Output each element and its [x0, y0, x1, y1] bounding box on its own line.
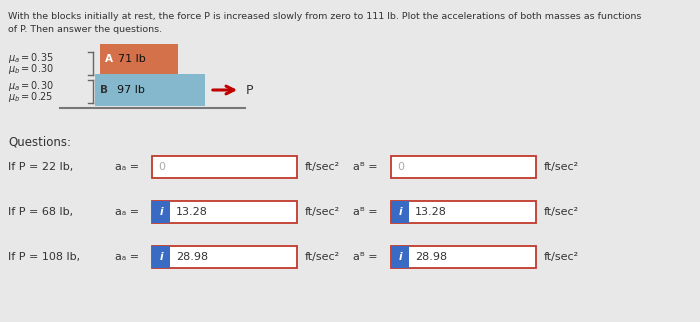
Text: of P. Then answer the questions.: of P. Then answer the questions.	[8, 25, 162, 34]
Text: P: P	[246, 83, 253, 97]
Bar	[391, 201, 409, 223]
Text: 13.28: 13.28	[415, 207, 447, 217]
Bar	[152, 246, 297, 268]
Text: aₐ =: aₐ =	[115, 207, 139, 217]
Text: If P = 108 lb,: If P = 108 lb,	[8, 252, 80, 262]
Text: If P = 22 lb,: If P = 22 lb,	[8, 162, 74, 172]
Bar	[391, 246, 409, 268]
Bar	[100, 44, 178, 74]
Text: ft/sec²: ft/sec²	[305, 162, 340, 172]
Bar	[391, 156, 536, 178]
Text: 0: 0	[158, 162, 165, 172]
Bar	[152, 201, 297, 223]
Text: With the blocks initially at rest, the force P is increased slowly from zero to : With the blocks initially at rest, the f…	[8, 12, 641, 21]
Text: 28.98: 28.98	[176, 252, 208, 262]
Bar	[152, 246, 170, 268]
Text: ft/sec²: ft/sec²	[305, 252, 340, 262]
Text: 13.28: 13.28	[176, 207, 208, 217]
Text: aₐ =: aₐ =	[115, 162, 139, 172]
Text: ft/sec²: ft/sec²	[305, 207, 340, 217]
Text: ft/sec²: ft/sec²	[544, 207, 579, 217]
Bar	[391, 201, 536, 223]
Text: ft/sec²: ft/sec²	[544, 162, 579, 172]
Text: If P = 68 lb,: If P = 68 lb,	[8, 207, 73, 217]
Text: $\mu_b = 0.25$: $\mu_b = 0.25$	[8, 90, 53, 104]
Text: 71 lb: 71 lb	[118, 54, 146, 64]
Text: aᴮ =: aᴮ =	[353, 162, 377, 172]
Text: 97 lb: 97 lb	[117, 85, 145, 95]
Bar	[95, 74, 205, 106]
Text: i: i	[398, 252, 402, 262]
Text: i: i	[160, 207, 162, 217]
Text: B: B	[100, 85, 108, 95]
Bar	[152, 156, 297, 178]
Text: $\mu_a = 0.30$: $\mu_a = 0.30$	[8, 79, 54, 93]
Text: A: A	[105, 54, 113, 64]
Text: aᴮ =: aᴮ =	[353, 207, 377, 217]
Text: ft/sec²: ft/sec²	[544, 252, 579, 262]
Text: $\mu_a = 0.35$: $\mu_a = 0.35$	[8, 51, 54, 65]
Bar	[391, 246, 536, 268]
Text: $\mu_b = 0.30$: $\mu_b = 0.30$	[8, 62, 54, 76]
Text: 0: 0	[397, 162, 404, 172]
Text: aᴮ =: aᴮ =	[353, 252, 377, 262]
Text: aₐ =: aₐ =	[115, 252, 139, 262]
Text: 28.98: 28.98	[415, 252, 447, 262]
Text: Questions:: Questions:	[8, 135, 71, 148]
Text: i: i	[398, 207, 402, 217]
Text: i: i	[160, 252, 162, 262]
Bar	[152, 201, 170, 223]
